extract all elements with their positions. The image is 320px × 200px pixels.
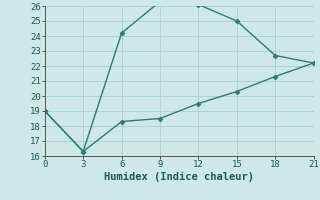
X-axis label: Humidex (Indice chaleur): Humidex (Indice chaleur) [104, 172, 254, 182]
